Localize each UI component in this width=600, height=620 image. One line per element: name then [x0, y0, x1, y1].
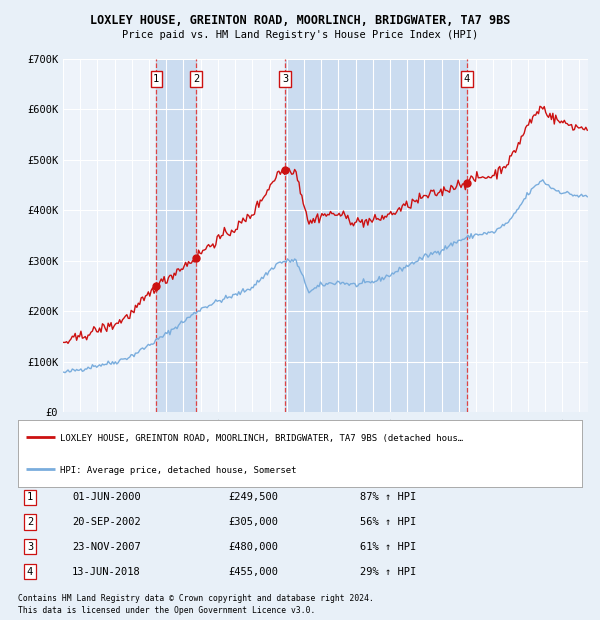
Text: 20-SEP-2002: 20-SEP-2002: [72, 517, 141, 527]
Text: 3: 3: [282, 74, 288, 84]
Text: 87% ↑ HPI: 87% ↑ HPI: [360, 492, 416, 502]
Text: 56% ↑ HPI: 56% ↑ HPI: [360, 517, 416, 527]
Text: 29% ↑ HPI: 29% ↑ HPI: [360, 567, 416, 577]
Text: 4: 4: [464, 74, 470, 84]
Text: 1: 1: [153, 74, 160, 84]
Text: £455,000: £455,000: [228, 567, 278, 577]
Text: 2: 2: [27, 517, 33, 527]
Text: 61% ↑ HPI: 61% ↑ HPI: [360, 542, 416, 552]
Text: £249,500: £249,500: [228, 492, 278, 502]
Text: 13-JUN-2018: 13-JUN-2018: [72, 567, 141, 577]
Text: This data is licensed under the Open Government Licence v3.0.: This data is licensed under the Open Gov…: [18, 606, 316, 615]
Text: 2: 2: [193, 74, 199, 84]
Text: Price paid vs. HM Land Registry's House Price Index (HPI): Price paid vs. HM Land Registry's House …: [122, 30, 478, 40]
Bar: [285, 59, 467, 412]
Text: 3: 3: [27, 542, 33, 552]
Text: £480,000: £480,000: [228, 542, 278, 552]
Text: 01-JUN-2000: 01-JUN-2000: [72, 492, 141, 502]
Text: 1: 1: [27, 492, 33, 502]
Text: LOXLEY HOUSE, GREINTON ROAD, MOORLINCH, BRIDGWATER, TA7 9BS (detached hous…: LOXLEY HOUSE, GREINTON ROAD, MOORLINCH, …: [60, 434, 463, 443]
Text: £305,000: £305,000: [228, 517, 278, 527]
Text: LOXLEY HOUSE, GREINTON ROAD, MOORLINCH, BRIDGWATER, TA7 9BS: LOXLEY HOUSE, GREINTON ROAD, MOORLINCH, …: [90, 14, 510, 27]
Text: HPI: Average price, detached house, Somerset: HPI: Average price, detached house, Some…: [60, 466, 297, 475]
Text: 23-NOV-2007: 23-NOV-2007: [72, 542, 141, 552]
Bar: [156, 59, 196, 412]
Text: 4: 4: [27, 567, 33, 577]
Text: Contains HM Land Registry data © Crown copyright and database right 2024.: Contains HM Land Registry data © Crown c…: [18, 593, 374, 603]
